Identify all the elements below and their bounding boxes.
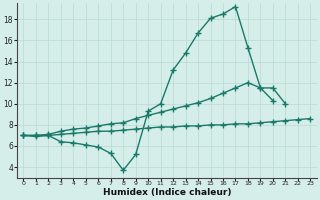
X-axis label: Humidex (Indice chaleur): Humidex (Indice chaleur) xyxy=(103,188,231,197)
